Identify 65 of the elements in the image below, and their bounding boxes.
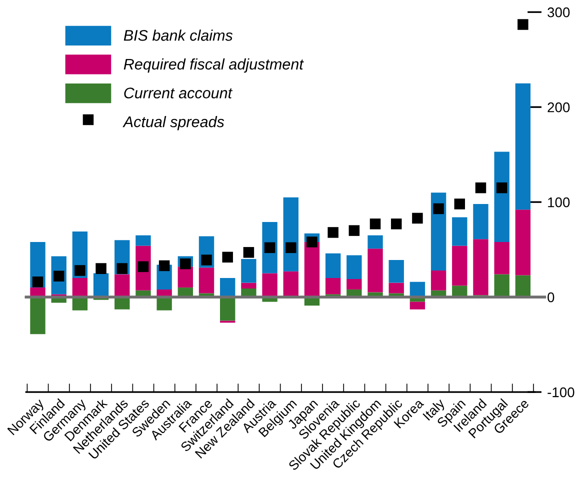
bar — [136, 235, 151, 246]
bar — [198, 268, 214, 294]
bar — [368, 248, 383, 292]
bar — [346, 279, 362, 290]
point — [74, 265, 86, 276]
bar — [494, 274, 510, 298]
point — [348, 225, 360, 236]
bar — [430, 192, 446, 270]
bar — [473, 204, 488, 240]
point — [116, 263, 128, 274]
point — [518, 19, 528, 30]
point — [158, 260, 170, 272]
point — [306, 236, 318, 248]
y-tick-label: 0 — [548, 292, 554, 302]
bar — [325, 253, 341, 278]
bar — [283, 271, 298, 296]
y-tick-label: -100 — [548, 387, 574, 398]
point — [496, 182, 508, 194]
point — [32, 276, 44, 288]
point — [201, 254, 212, 266]
legend-label: BIS bank claims — [124, 30, 233, 41]
bar — [262, 273, 278, 298]
point — [412, 212, 423, 224]
point — [328, 227, 338, 238]
point — [433, 203, 444, 214]
bar — [494, 242, 510, 274]
bar — [515, 210, 531, 276]
y-tick-label: 200 — [548, 102, 570, 112]
bar — [220, 278, 236, 298]
point — [180, 258, 191, 270]
point — [454, 198, 466, 210]
bar — [241, 282, 256, 289]
point — [475, 182, 486, 194]
point — [370, 218, 381, 230]
bar — [325, 278, 341, 294]
legend-label: Current account — [124, 88, 233, 98]
point — [264, 242, 276, 254]
bar — [368, 235, 383, 249]
bar — [241, 259, 256, 283]
point — [243, 247, 254, 258]
bar — [178, 266, 193, 288]
bar — [473, 239, 488, 296]
bar — [388, 282, 404, 294]
bar — [494, 152, 510, 242]
y-tick-label: 300 — [548, 7, 570, 18]
legend-label: Actual spreads — [122, 116, 224, 130]
bar — [388, 260, 404, 283]
bar — [93, 273, 109, 298]
bar — [346, 255, 362, 280]
point — [96, 263, 106, 274]
bar — [410, 302, 426, 310]
bar — [30, 297, 46, 334]
bar — [452, 246, 468, 286]
bar — [430, 270, 446, 290]
bar — [72, 278, 88, 298]
bar — [114, 274, 130, 298]
point — [222, 252, 233, 263]
bar — [220, 297, 236, 321]
point — [286, 242, 296, 254]
bar — [452, 217, 468, 246]
point — [390, 218, 402, 230]
legend-label: Required fiscal adjustment — [124, 58, 304, 73]
bar — [515, 83, 531, 210]
bar — [515, 275, 531, 298]
y-tick-label: 100 — [548, 197, 570, 208]
